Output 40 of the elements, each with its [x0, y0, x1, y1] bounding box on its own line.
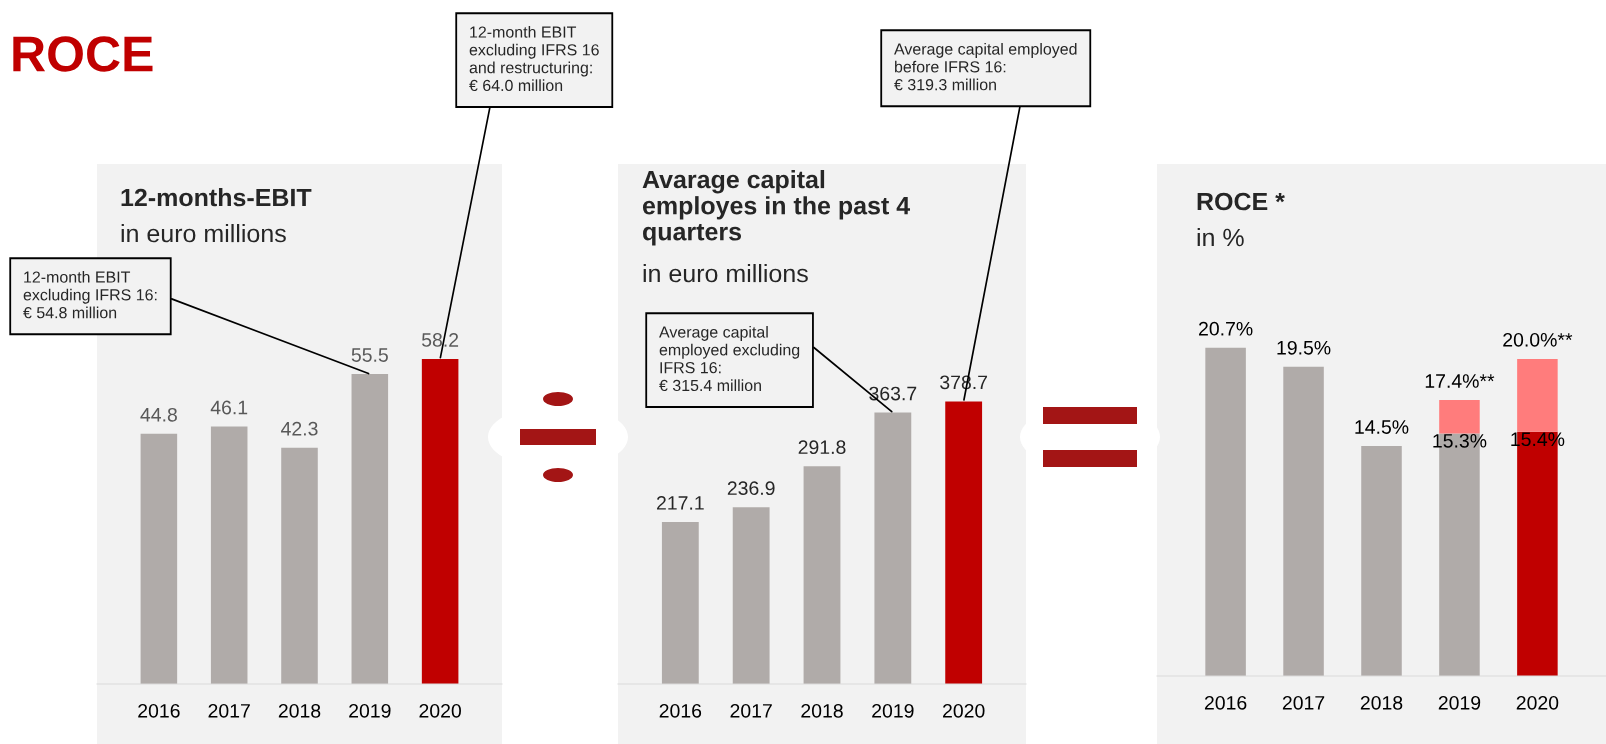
annotation: Average capital employed excluding IFRS 16: € 315.4 million: [659, 326, 800, 392]
chart-subtitle: in euro millions: [121, 224, 286, 243]
annotation: 12-month EBIT excluding IFRS 16: € 54.8 million: [23, 271, 157, 319]
x-tick-label: 2016: [138, 703, 180, 718]
x-tick-label: 2018: [801, 703, 843, 718]
data-label: 42.3: [281, 421, 318, 436]
x-tick-label: 2017: [208, 703, 250, 718]
x-tick-label: 2020: [943, 703, 985, 718]
data-label: 14.5%: [1355, 420, 1409, 434]
chart-title: ROCE *: [1197, 192, 1285, 211]
data-label: 20.7%: [1199, 321, 1253, 336]
data-label: 217.1: [656, 496, 704, 510]
x-tick-label: 2016: [1204, 695, 1247, 710]
x-tick-label: 2017: [1282, 695, 1325, 710]
total-label: 20.0%**: [1503, 332, 1573, 347]
data-label: 15.3%: [1433, 433, 1487, 448]
x-tick-label: 2018: [1360, 695, 1403, 710]
x-tick-label: 2019: [1438, 695, 1481, 710]
data-label: 44.8: [140, 407, 177, 422]
chart-subtitle: in euro millions: [643, 264, 808, 283]
x-tick-label: 2020: [1516, 695, 1559, 710]
annotation: Average capital employed before IFRS 16: € 319.3 million: [894, 43, 1077, 91]
x-tick-label: 2017: [730, 703, 772, 718]
data-label: 236.9: [727, 481, 775, 496]
chart-title: 12-months-EBIT: [121, 188, 312, 207]
chart-title: Avarage capital employes in the past 4 quarters: [642, 170, 911, 246]
total-label: 17.4%**: [1425, 374, 1495, 388]
chart-subtitle: in %: [1197, 228, 1244, 247]
data-label: 363.7: [869, 386, 917, 401]
data-label: 19.5%: [1277, 340, 1331, 355]
x-tick-label: 2019: [349, 703, 391, 718]
annotation: 12-month EBIT excluding IFRS 16 and restructuring: € 64.0 million: [469, 26, 599, 92]
text: ROCE: [13, 36, 153, 72]
x-tick-label: 2019: [872, 703, 914, 718]
x-tick-label: 2020: [419, 703, 461, 718]
x-tick-label: 2016: [659, 703, 702, 718]
data-label: 291.8: [798, 440, 846, 455]
x-tick-label: 2018: [278, 703, 321, 718]
data-label: 46.1: [210, 400, 248, 415]
data-label: 55.5: [351, 348, 388, 362]
